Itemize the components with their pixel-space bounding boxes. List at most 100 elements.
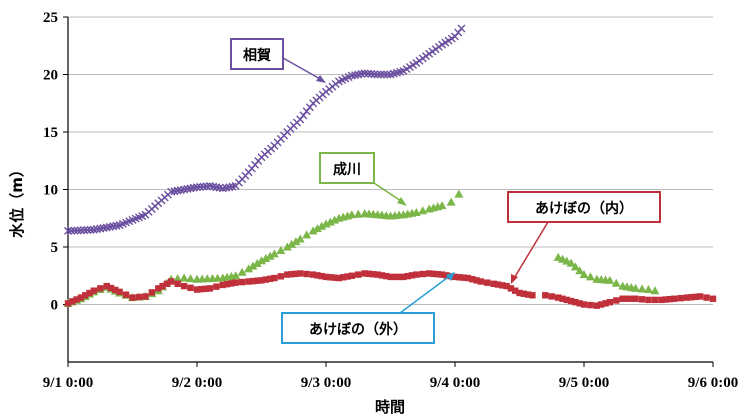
data-point: [688, 294, 695, 301]
x-tick-label: 9/4 0:00: [430, 375, 480, 391]
data-point: [651, 296, 659, 304]
data-point: [291, 237, 301, 246]
data-point: [400, 273, 407, 281]
y-tick-label: 0: [51, 298, 59, 314]
data-point: [709, 295, 717, 302]
data-point: [287, 239, 297, 248]
data-point: [524, 291, 532, 298]
data-point: [173, 274, 183, 283]
data-point: [628, 295, 635, 302]
data-point: [116, 288, 123, 296]
x-tick-label: 9/1 0:00: [43, 375, 93, 391]
data-point: [344, 273, 351, 280]
data-point: [512, 287, 519, 294]
data-point: [129, 294, 136, 301]
data-point: [418, 206, 428, 215]
data-point: [567, 297, 575, 305]
callout-aiga: 相賀: [230, 38, 326, 83]
data-point: [348, 272, 355, 279]
data-point: [360, 69, 369, 78]
data-point: [312, 224, 322, 233]
data-point: [456, 274, 463, 281]
data-point: [237, 267, 247, 276]
x-tick-label: 9/6 0:00: [688, 375, 738, 391]
callout-akebono-out-box: [281, 312, 435, 344]
data-point: [232, 279, 239, 286]
callout-narukawa-arrowhead: [397, 197, 407, 206]
data-point: [244, 264, 254, 273]
y-tick-label: 20: [43, 68, 58, 84]
data-point: [696, 293, 704, 300]
data-point: [327, 274, 334, 281]
x-tick-label: 9/5 0:00: [559, 375, 609, 391]
data-point: [606, 299, 613, 306]
data-point: [408, 272, 416, 279]
data-point: [155, 285, 162, 292]
data-point: [223, 280, 231, 288]
data-point: [180, 282, 188, 290]
data-point: [477, 278, 484, 285]
data-point: [373, 70, 382, 79]
x-axis-title: 時間: [375, 398, 405, 416]
data-point: [297, 270, 304, 277]
data-point: [383, 70, 392, 79]
data-point: [703, 294, 710, 301]
data-point: [77, 294, 85, 301]
y-tick-labels: 0 5 10 15 20 25: [43, 10, 58, 314]
callout-akebono-out-label: あけぼの（外）: [309, 321, 407, 338]
series-2: [64, 270, 717, 309]
data-point: [580, 301, 588, 308]
x-tick-label: 9/2 0:00: [172, 375, 222, 391]
data-point: [269, 249, 279, 258]
data-point: [174, 280, 181, 287]
data-point: [438, 271, 446, 278]
data-point: [135, 293, 143, 301]
data-point: [650, 286, 660, 295]
data-point: [370, 271, 377, 278]
data-point: [395, 273, 403, 281]
data-point: [404, 272, 411, 280]
data-point: [277, 273, 285, 280]
data-point: [314, 272, 321, 279]
data-point: [295, 234, 305, 243]
data-point: [355, 271, 362, 278]
data-point: [419, 270, 426, 278]
data-point: [206, 285, 214, 292]
data-point: [340, 274, 347, 281]
y-tick-label: 25: [43, 10, 58, 26]
data-point: [566, 258, 576, 267]
data-point: [213, 283, 220, 290]
data-point: [363, 69, 372, 78]
data-point: [252, 258, 262, 267]
callout-akebono-in: あけぼの（内）: [507, 191, 661, 284]
data-point: [271, 274, 278, 282]
data-point: [179, 273, 189, 282]
data-point: [454, 189, 464, 198]
data-point: [276, 245, 286, 254]
callout-narukawa: 成川: [319, 152, 407, 206]
data-point: [484, 279, 491, 286]
series-layer: [63, 24, 717, 309]
data-point: [254, 277, 261, 284]
data-point: [83, 226, 92, 235]
data-point: [671, 295, 678, 302]
data-point: [282, 242, 292, 251]
data-point: [67, 226, 76, 235]
data-point: [575, 266, 585, 275]
data-point: [460, 274, 467, 281]
data-point: [644, 285, 653, 294]
data-point: [80, 226, 89, 235]
callout-akebono-out-arrowhead: [446, 272, 455, 281]
grid-lines: [68, 16, 713, 305]
data-point: [318, 272, 325, 280]
data-point: [249, 277, 257, 285]
data-point: [494, 281, 502, 288]
data-point: [374, 271, 381, 278]
data-point: [322, 273, 330, 281]
data-point: [309, 271, 317, 278]
data-point: [585, 272, 595, 281]
data-point: [645, 296, 652, 304]
data-point: [380, 70, 389, 79]
data-point: [507, 285, 515, 292]
